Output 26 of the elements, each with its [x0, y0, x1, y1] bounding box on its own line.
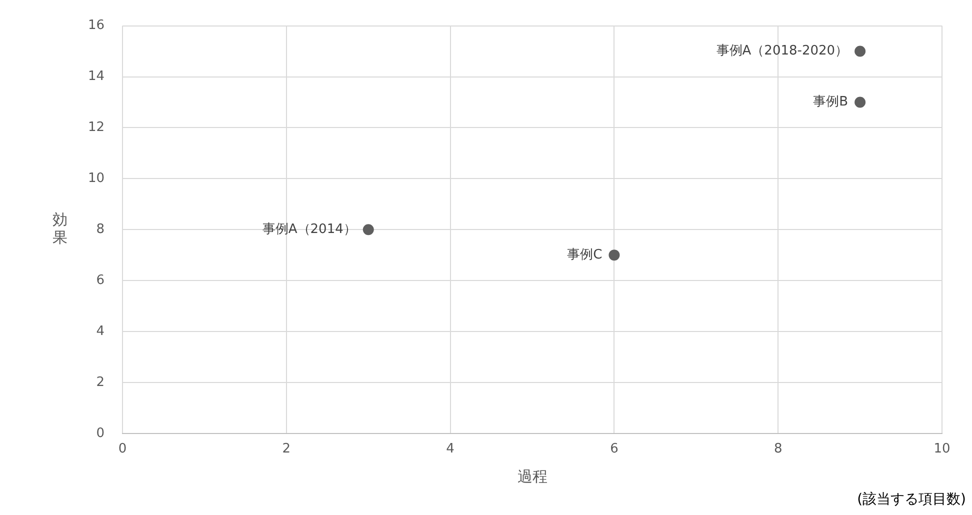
y-tick-label: 6 [96, 272, 105, 288]
y-tick-label: 0 [96, 426, 105, 441]
x-axis-title: 過程 [517, 467, 548, 486]
annotation: 事例A（2018-2020） [716, 44, 848, 59]
y-tick-label: 4 [96, 324, 105, 339]
y-tick-label: 10 [88, 171, 105, 186]
point [854, 46, 866, 57]
point [854, 96, 866, 108]
y-tick-label: 14 [88, 69, 105, 84]
x-tick-label: 10 [934, 442, 950, 457]
x-tick-label: 4 [446, 442, 454, 457]
text: (該当する項目数) [857, 492, 966, 508]
annotation: 事例B [813, 94, 848, 110]
point [608, 250, 620, 261]
point [362, 224, 374, 236]
x-tick-label: 8 [774, 442, 782, 457]
y-axis-title: 効果 [52, 210, 68, 246]
y-tick-label: 2 [96, 374, 105, 390]
y-tick-label: 8 [96, 222, 105, 237]
annotation: 事例A（2014） [262, 222, 356, 237]
y-tick-label: 12 [88, 120, 105, 136]
x-tick-label: 0 [118, 442, 127, 457]
annotation: 事例C [567, 247, 602, 262]
y-tick-label: 16 [88, 18, 105, 34]
x-tick-label: 2 [282, 442, 291, 457]
x-tick-label: 6 [610, 442, 618, 457]
